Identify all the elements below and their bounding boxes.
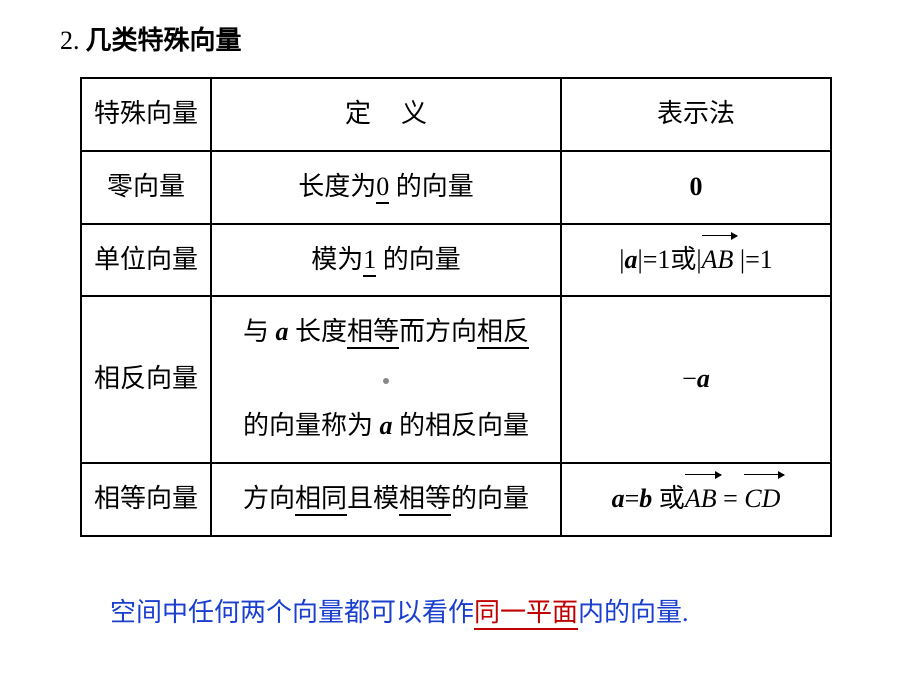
row3-def: 与 a 长度相等而方向相反 的向量称为 a 的相反向量 xyxy=(211,296,561,462)
header-col1: 特殊向量 xyxy=(81,78,211,151)
row2-def: 模为1 的向量 xyxy=(211,224,561,297)
bottom-note: 空间中任何两个向量都可以看作同一平面内的向量. xyxy=(110,592,870,629)
row3-rep: −a xyxy=(561,296,831,462)
row1-name: 零向量 xyxy=(81,151,211,224)
vector-table: 特殊向量 定义 表示法 零向量 长度为0 的向量 0 单位向量 模为1 的向量 … xyxy=(80,77,832,537)
table-row: 相反向量 与 a 长度相等而方向相反 的向量称为 a 的相反向量 −a xyxy=(81,296,831,462)
table-row: 相等向量 方向相同且模相等的向量 a=b 或AB = CD xyxy=(81,463,831,536)
highlight-text: 同一平面 xyxy=(474,598,578,630)
table-row: 单位向量 模为1 的向量 |a|=1或|AB |=1 xyxy=(81,224,831,297)
row4-rep: a=b 或AB = CD xyxy=(561,463,831,536)
row1-def: 长度为0 的向量 xyxy=(211,151,561,224)
row1-rep: 0 xyxy=(561,151,831,224)
table-header-row: 特殊向量 定义 表示法 xyxy=(81,78,831,151)
row4-def: 方向相同且模相等的向量 xyxy=(211,463,561,536)
row2-name: 单位向量 xyxy=(81,224,211,297)
row2-rep: |a|=1或|AB |=1 xyxy=(561,224,831,297)
heading-number: 2. xyxy=(60,26,80,55)
header-col3: 表示法 xyxy=(561,78,831,151)
section-heading: 2.几类特殊向量 xyxy=(60,20,870,57)
heading-title: 几类特殊向量 xyxy=(86,26,242,55)
row4-name: 相等向量 xyxy=(81,463,211,536)
header-col2: 定义 xyxy=(211,78,561,151)
table-row: 零向量 长度为0 的向量 0 xyxy=(81,151,831,224)
row3-name: 相反向量 xyxy=(81,296,211,462)
dot-icon xyxy=(383,378,389,384)
